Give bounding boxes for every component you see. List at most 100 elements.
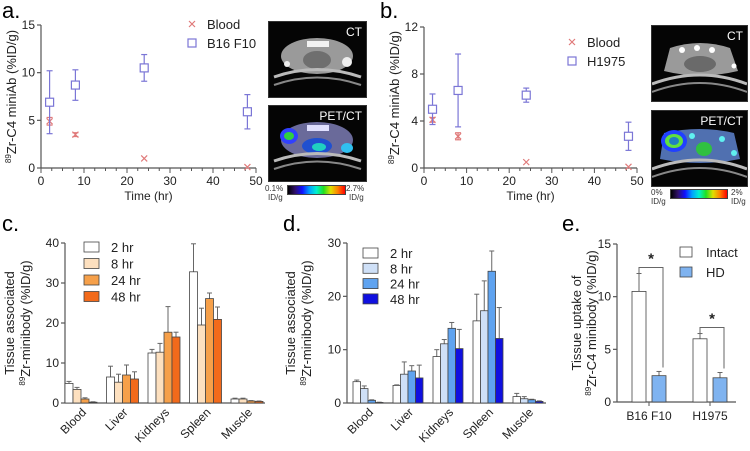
y-tick-label: 10: [328, 343, 342, 357]
bar-group-kidneys: [432, 321, 464, 404]
y-tick-label: 8: [411, 67, 418, 81]
x-tick-label: 10: [77, 174, 91, 188]
bar-group-blood: [64, 380, 98, 404]
y-axis-label-superscript: 89: [4, 154, 13, 163]
y-tick-label: 0: [411, 161, 418, 175]
y-tick-label: 5: [604, 342, 611, 356]
bar: [205, 298, 214, 404]
x-axis-label: Time (hr): [506, 189, 554, 203]
y-tick-label: 0: [52, 396, 59, 410]
ct-label: CT: [346, 25, 362, 39]
data-point: [453, 85, 463, 96]
bar-group-kidneys: [147, 306, 181, 404]
legend-label: Blood: [587, 35, 620, 50]
bar-group-muscle: [512, 392, 544, 404]
panel-letter-d: d.: [283, 211, 302, 236]
bar: [360, 388, 369, 404]
x-tick-label: 0: [421, 174, 428, 188]
legend-label: Blood: [207, 17, 240, 32]
chart-c: 0 10 20 30 40 Tissue associated89Zr-minibody …: [2, 236, 265, 445]
bar: [122, 374, 131, 404]
legend-label: 24 hr: [111, 273, 141, 288]
x-tick-label: Liver: [388, 405, 416, 433]
y-axis-label: 89Zr-minibody (%ID/g): [299, 260, 314, 385]
bar: [455, 348, 464, 404]
x-tick-label: 40: [206, 174, 220, 188]
bar: [520, 398, 529, 404]
colorbar-max-b: 2%: [731, 188, 743, 197]
x-tick-label: Spleen: [177, 405, 213, 441]
data-point: [454, 132, 462, 140]
y-tick-label: 0: [28, 161, 35, 175]
bar: [189, 271, 198, 404]
bar: [415, 377, 424, 404]
colorbar-b: [670, 189, 728, 199]
legend-swatch: [362, 278, 379, 290]
legend-swatch: [679, 246, 693, 258]
bar: [114, 381, 123, 404]
y-tick-label: 12: [405, 20, 419, 34]
bar: [407, 370, 416, 404]
x-tick-label: Blood: [58, 405, 90, 437]
legend-swatch: [83, 241, 100, 253]
y-axis-label-text: Zr-C4 miniAb (%ID/g): [4, 30, 19, 154]
bar: [400, 373, 409, 404]
x-tick-label: H1975: [692, 409, 728, 423]
series-h1975: [427, 53, 634, 151]
panel-letter-c: c.: [2, 211, 20, 236]
panel-letter-a: a.: [2, 0, 21, 23]
x-tick-label: 20: [120, 174, 134, 188]
colorbar-max-a: 2.7%: [346, 184, 365, 193]
bar: [64, 382, 74, 404]
y-tick-label: 30: [46, 276, 60, 290]
y-axis-label-line1: Tissue associated: [283, 271, 298, 375]
data-point: [71, 131, 79, 139]
legend-label: B16 F10: [207, 36, 256, 51]
bar: [88, 401, 98, 404]
x-tick-label: 10: [460, 174, 474, 188]
bar: [527, 399, 536, 404]
y-axis-label-superscript: 89: [299, 376, 308, 385]
significance-star: *: [648, 250, 654, 267]
legend-label: 48 hr: [111, 290, 141, 305]
data-point: [140, 155, 148, 162]
bar: [254, 400, 264, 404]
data-point: [139, 63, 149, 73]
y-tick-label: 40: [46, 236, 60, 250]
bar-group-liver: [392, 361, 424, 404]
y-tick-label: 15: [22, 18, 36, 32]
bar: [712, 377, 728, 403]
y-tick-label: 4: [411, 114, 418, 128]
legend-label: 8 hr: [390, 261, 413, 276]
panel-letter-e: e.: [562, 211, 581, 236]
legend-marker: [188, 20, 196, 28]
chart-a: 0 5 10 15 0 10 20 30 40 50 Time (hr) 89Zr-C4 miniAb…: [4, 17, 263, 203]
x-tick-label: 50: [249, 174, 263, 188]
legend-label: HD: [706, 265, 725, 280]
y-tick-label: 10: [598, 290, 612, 304]
bar: [512, 396, 521, 404]
y-axis-label-text: Zr-minibody (%ID/g): [18, 260, 33, 376]
y-tick-label: 10: [22, 66, 36, 80]
y-axis-label-line1: Tissue uptake of: [569, 275, 584, 370]
data-point: [522, 158, 530, 166]
legend-label: 24 hr: [390, 277, 420, 292]
bar-group-spleen: [472, 250, 504, 404]
colorbar-unit-a-max: ID/g: [349, 193, 364, 202]
y-axis-label: 89Zr-C4 minibody (%ID/g): [584, 250, 599, 395]
bar-group-muscle: [230, 397, 264, 404]
ct-label: CT: [727, 29, 743, 43]
data-point: [521, 90, 531, 100]
legend-swatch: [362, 262, 379, 274]
ct-image-b: CT: [651, 25, 748, 102]
colorbar-a: [287, 185, 346, 195]
colorbar-min-a: 0.1%: [265, 184, 284, 193]
y-axis-label: 89Zr-minibody (%ID/g): [18, 260, 33, 385]
legend-swatch: [362, 293, 379, 305]
bar: [80, 398, 90, 404]
significance-bracket: [699, 327, 725, 369]
y-tick-label: 15: [598, 237, 612, 251]
bar: [197, 324, 206, 404]
x-tick-label: 40: [588, 174, 602, 188]
bar: [147, 352, 157, 404]
